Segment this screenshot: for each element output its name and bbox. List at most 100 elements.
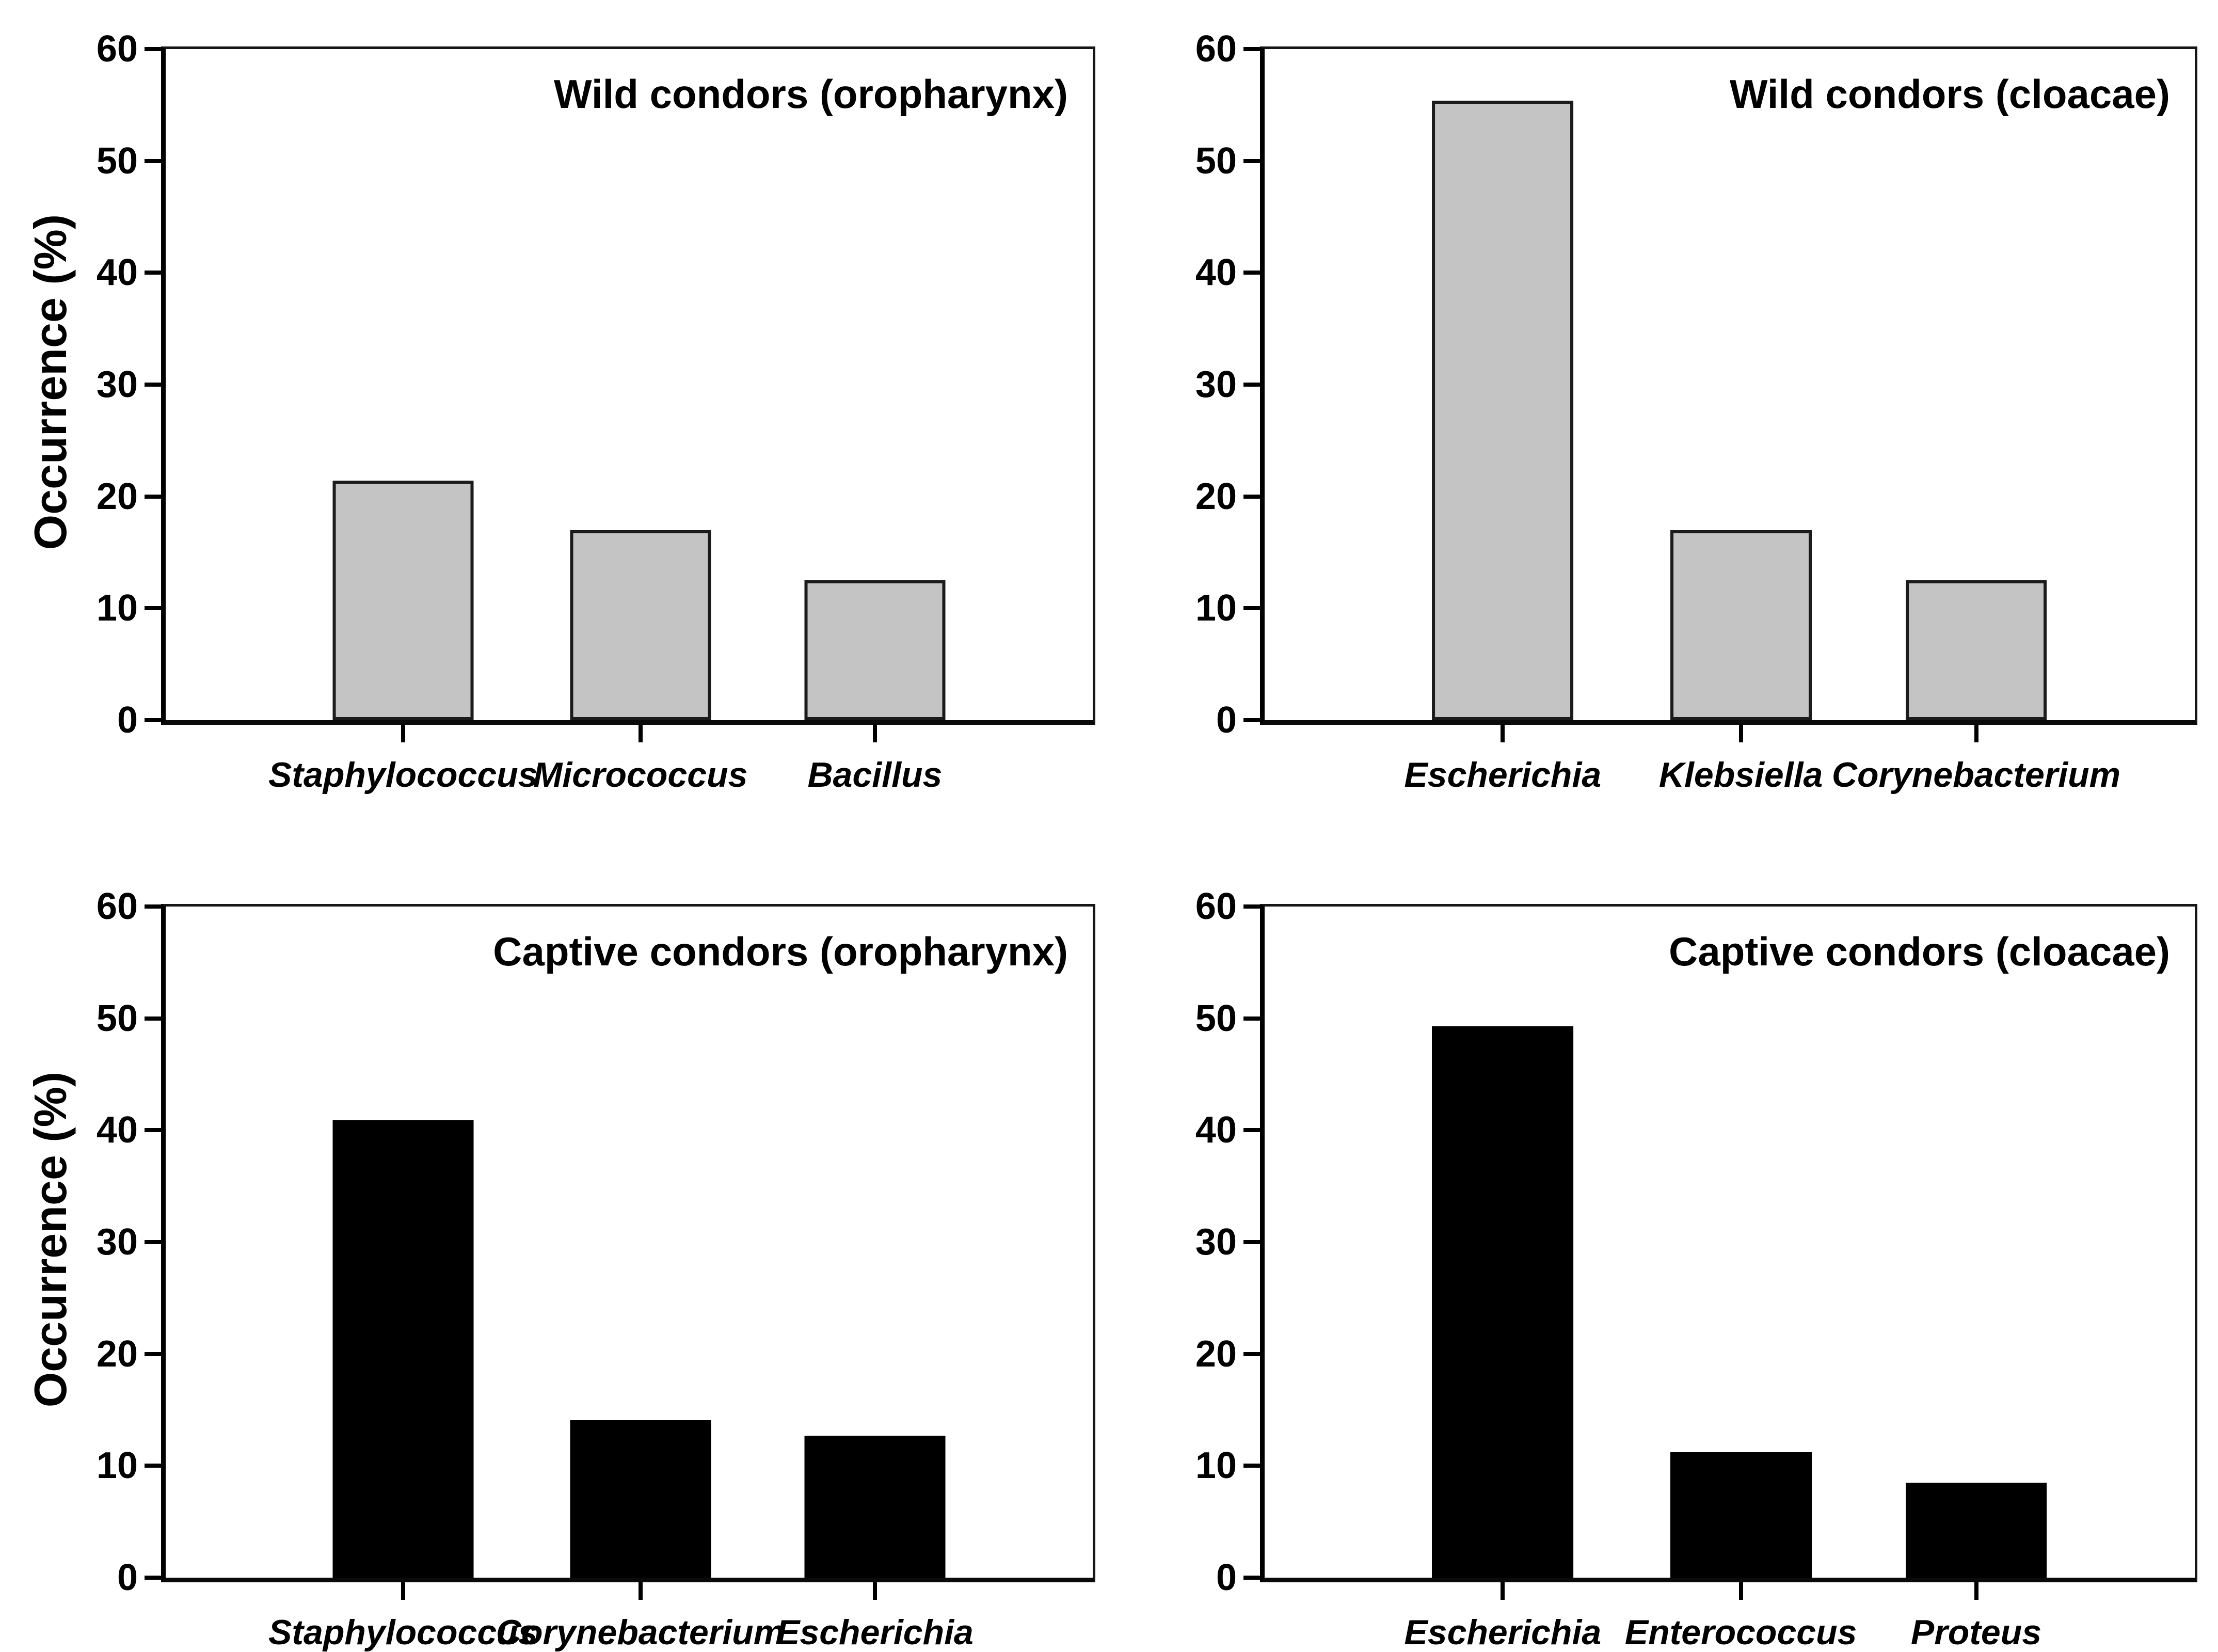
- y-axis-tick-label: 0: [1216, 1557, 1237, 1598]
- x-category-label: Staphylococcus: [268, 755, 538, 795]
- y-axis-tick: [1243, 904, 1260, 909]
- y-axis-tick: [145, 1576, 161, 1580]
- x-category-label: Corynebacterium: [496, 1613, 785, 1652]
- y-axis-tick-label: 50: [96, 140, 138, 182]
- x-category-label: Escherichia: [1404, 1613, 1602, 1652]
- bar-micrococcus: [570, 530, 711, 720]
- x-axis-tick: [1501, 1582, 1505, 1600]
- x-category-label: Klebsiella: [1658, 755, 1823, 795]
- y-axis-tick-label: 40: [1195, 252, 1237, 294]
- y-axis-tick-label: 50: [1195, 140, 1237, 182]
- y-axis-tick: [145, 1240, 161, 1244]
- y-axis-tick: [1243, 1464, 1260, 1468]
- bar-escherichia: [804, 1435, 946, 1578]
- x-category-label: Micrococcus: [533, 755, 748, 795]
- y-axis-tick-label: 60: [96, 886, 138, 927]
- x-category-label: Escherichia: [776, 1613, 974, 1652]
- plot-area: Captive condors (oropharynx) 0 10 20 30 40 50…: [97, 888, 1095, 1650]
- x-axis-tick: [638, 1582, 643, 1600]
- y-axis-tick-label: 20: [96, 475, 138, 517]
- x-axis-tick: [401, 1582, 405, 1600]
- x-axis-tick: [1974, 1582, 1978, 1600]
- y-axis-tick-label: 60: [1195, 28, 1237, 70]
- y-axis-tick: [1243, 1240, 1260, 1244]
- chart-wild-cloacae: Wild condors (cloacae) 0 10 20 30 40 50 60 Esch…: [1109, 0, 2218, 821]
- y-axis-tick-label: 20: [1195, 475, 1237, 517]
- y-axis-tick-label: 50: [1195, 997, 1237, 1039]
- y-axis-tick-label: 20: [96, 1333, 138, 1375]
- chart-captive-cloacae: Captive condors (cloacae) 0 10 20 30 40 50 60 E…: [1109, 821, 2218, 1650]
- x-axis-tick: [872, 725, 877, 742]
- y-axis-tick-label: 50: [96, 997, 138, 1039]
- y-axis-tick: [1243, 606, 1260, 611]
- y-axis-tick-label: 10: [1195, 1445, 1237, 1487]
- y-axis-tick-label: 10: [96, 587, 138, 629]
- y-axis-tick: [1243, 271, 1260, 275]
- x-category-label: Enterococcus: [1624, 1613, 1857, 1652]
- y-axis-tick: [145, 904, 161, 909]
- y-axis-label: Occurrence (%): [25, 214, 76, 550]
- plot-area: Wild condors (cloacae) 0 10 20 30 40 50 60 Esch…: [1195, 30, 2197, 792]
- plot-area: Captive condors (cloacae) 0 10 20 30 40 50 60 E…: [1195, 888, 2197, 1650]
- y-axis-tick: [145, 1352, 161, 1356]
- y-axis-tick-label: 20: [1195, 1333, 1237, 1375]
- y-axis-tick: [1243, 158, 1260, 163]
- chart-wild-oropharynx: Occurrence (%) Wild condors (oropharynx)…: [0, 0, 1109, 821]
- bar-escherichia: [1432, 100, 1574, 720]
- chart-title: Wild condors (cloacae): [1729, 71, 2170, 117]
- y-axis-tick: [145, 47, 161, 51]
- x-axis-tick: [638, 725, 643, 742]
- chart-captive-oropharynx: Occurrence (%) Captive condors (orophary…: [0, 821, 1109, 1650]
- plot-area: Wild condors (oropharynx) 0 10 20 30 40 50 60 S…: [97, 30, 1095, 792]
- y-axis-tick: [145, 1128, 161, 1133]
- y-axis-tick-label: 30: [1195, 1221, 1237, 1263]
- y-axis-tick-label: 0: [117, 700, 138, 741]
- bar-staphylococcus: [332, 1120, 474, 1578]
- x-axis-tick: [1738, 1582, 1743, 1600]
- x-category-label: Bacillus: [807, 755, 943, 795]
- bar-bacillus: [804, 580, 946, 720]
- y-axis-tick-label: 0: [1216, 700, 1237, 741]
- x-axis-tick: [1974, 725, 1978, 742]
- x-axis-tick: [1738, 725, 1743, 742]
- y-axis-tick: [1243, 383, 1260, 387]
- y-axis-tick: [1243, 494, 1260, 499]
- bar-corynebacterium: [570, 1420, 711, 1578]
- y-axis-tick: [145, 718, 161, 722]
- x-axis-tick: [872, 1582, 877, 1600]
- x-category-label: Corynebacterium: [1831, 755, 2121, 795]
- y-axis-label: Occurrence (%): [25, 1071, 76, 1408]
- y-axis-tick-label: 30: [96, 364, 138, 405]
- y-axis-tick: [145, 383, 161, 387]
- y-axis-tick-label: 0: [117, 1557, 138, 1598]
- y-axis-tick: [1243, 47, 1260, 51]
- bar-klebsiella: [1670, 530, 1812, 720]
- y-axis-tick-label: 60: [96, 28, 138, 70]
- x-category-label: Proteus: [1910, 1613, 2042, 1652]
- y-axis-tick: [145, 271, 161, 275]
- y-axis-tick: [1243, 1128, 1260, 1133]
- y-axis-tick-label: 30: [96, 1221, 138, 1263]
- y-axis-tick: [1243, 1016, 1260, 1021]
- y-axis-tick-label: 10: [1195, 587, 1237, 629]
- y-axis-tick: [145, 1464, 161, 1468]
- bar-staphylococcus: [332, 481, 474, 720]
- y-axis-tick: [1243, 1576, 1260, 1580]
- chart-title: Wild condors (oropharynx): [554, 71, 1068, 117]
- y-axis-tick-label: 60: [1195, 886, 1237, 927]
- x-axis-tick: [1501, 725, 1505, 742]
- y-axis-tick: [145, 158, 161, 163]
- bar-proteus: [1905, 1482, 2047, 1578]
- y-axis-tick: [1243, 1352, 1260, 1356]
- chart-title: Captive condors (oropharynx): [493, 929, 1068, 974]
- y-axis-tick: [1243, 718, 1260, 722]
- y-axis-tick-label: 40: [1195, 1109, 1237, 1151]
- y-axis-tick: [145, 494, 161, 499]
- y-axis-tick-label: 10: [96, 1445, 138, 1487]
- y-axis-tick: [145, 1016, 161, 1021]
- y-axis-tick-label: 40: [96, 252, 138, 294]
- y-axis-tick: [145, 606, 161, 611]
- bar-enterococcus: [1670, 1452, 1812, 1578]
- x-axis-tick: [401, 725, 405, 742]
